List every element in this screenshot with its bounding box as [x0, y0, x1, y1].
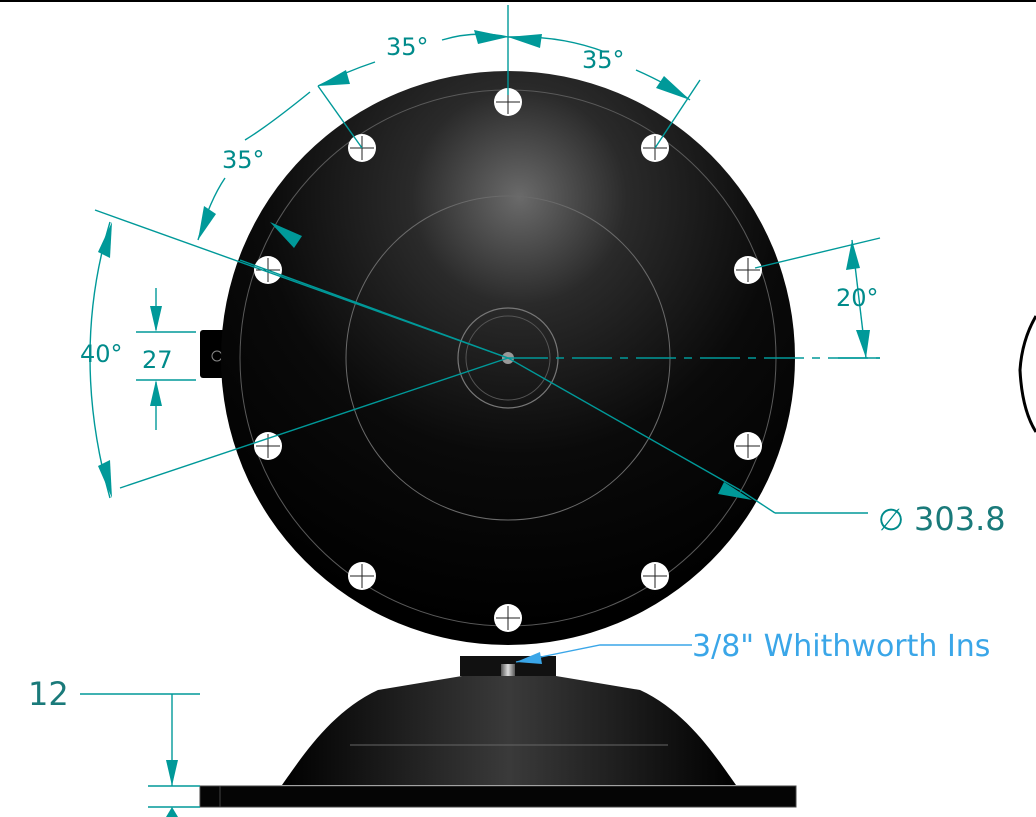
bolt-hole	[254, 432, 282, 460]
bolt-hole	[494, 604, 522, 632]
callout-leader	[515, 644, 692, 664]
bolt-hole-group	[254, 88, 762, 632]
linear-label-diameter: 303.8	[914, 500, 1006, 538]
bolt-hole	[734, 432, 762, 460]
linear-label-tab-width: 27	[142, 346, 173, 374]
dimension-arrows	[98, 30, 870, 817]
angle-label-upper-left: 35°	[222, 146, 265, 174]
angle-label-left: 40°	[80, 340, 123, 368]
angle-label-right: 20°	[836, 284, 879, 312]
linear-label-base-thickness: 12	[28, 675, 69, 713]
bolt-hole	[348, 562, 376, 590]
base-stand	[199, 656, 797, 808]
bolt-hole	[734, 256, 762, 284]
angle-label-top-left: 35°	[386, 33, 429, 61]
side-view-partial	[1018, 315, 1036, 433]
diameter-symbol: ∅	[878, 503, 904, 538]
angle-label-top-right: 35°	[582, 46, 625, 74]
bolt-hole	[641, 562, 669, 590]
callout-text: 3/8" Whithworth Ins	[692, 629, 990, 664]
